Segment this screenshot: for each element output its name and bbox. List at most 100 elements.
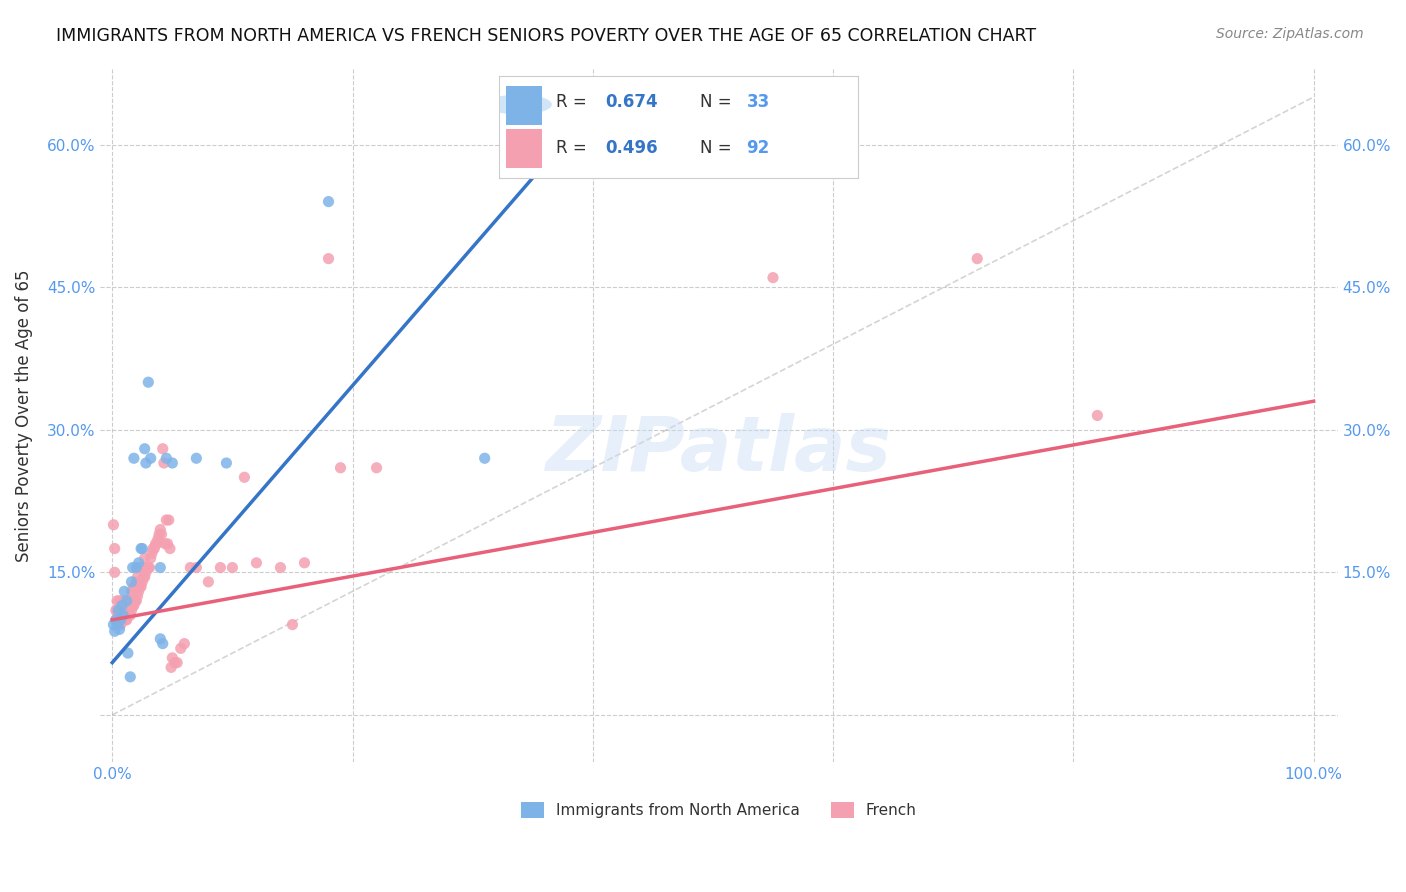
Point: [149, 523, 172, 537]
Point: [111, 613, 134, 627]
Point: [141, 546, 163, 560]
Point: [108, 617, 131, 632]
Text: ZIPatlas: ZIPatlas: [546, 413, 891, 487]
Point: [103, 617, 125, 632]
Point: [125, 594, 148, 608]
Point: [125, 560, 148, 574]
Point: [155, 513, 177, 527]
Point: [152, 637, 174, 651]
Point: [121, 584, 143, 599]
Point: [121, 574, 143, 589]
Point: [329, 460, 352, 475]
Point: [157, 513, 180, 527]
Point: [136, 560, 159, 574]
Point: [128, 584, 150, 599]
Point: [104, 613, 127, 627]
Point: [152, 442, 174, 456]
Point: [162, 456, 184, 470]
Point: [104, 566, 127, 580]
Point: [121, 584, 143, 599]
Point: [1085, 409, 1108, 423]
Text: Source: ZipAtlas.com: Source: ZipAtlas.com: [1216, 27, 1364, 41]
Point: [121, 599, 143, 613]
Point: [110, 613, 132, 627]
Point: [318, 252, 340, 266]
Point: [173, 637, 195, 651]
Point: [121, 603, 143, 617]
Point: [117, 594, 139, 608]
Point: [166, 656, 188, 670]
Point: [124, 594, 146, 608]
Point: [245, 556, 267, 570]
Point: [114, 599, 136, 613]
Point: [170, 641, 193, 656]
Point: [117, 608, 139, 623]
Text: R =: R =: [557, 138, 592, 157]
Point: [104, 624, 127, 639]
Point: [115, 613, 138, 627]
Point: [121, 560, 143, 574]
Point: [136, 375, 159, 389]
Point: [145, 537, 167, 551]
Point: [115, 594, 138, 608]
Point: [127, 570, 149, 584]
Point: [107, 603, 129, 617]
Point: [129, 560, 152, 574]
Point: [366, 460, 388, 475]
Point: [146, 532, 169, 546]
FancyBboxPatch shape: [506, 129, 543, 168]
Text: N =: N =: [700, 94, 737, 112]
Point: [122, 580, 145, 594]
Point: [160, 660, 183, 674]
Text: 92: 92: [747, 138, 769, 157]
Point: [111, 599, 134, 613]
Text: 0.674: 0.674: [605, 94, 658, 112]
Point: [108, 623, 131, 637]
Point: [112, 608, 135, 623]
Point: [117, 646, 139, 660]
Point: [107, 603, 129, 617]
Point: [294, 556, 316, 570]
FancyBboxPatch shape: [506, 87, 543, 125]
Text: R =: R =: [557, 94, 592, 112]
Point: [128, 580, 150, 594]
Point: [145, 537, 167, 551]
Point: [125, 574, 148, 589]
Point: [104, 603, 127, 617]
Text: IMMIGRANTS FROM NORTH AMERICA VS FRENCH SENIORS POVERTY OVER THE AGE OF 65 CORRE: IMMIGRANTS FROM NORTH AMERICA VS FRENCH …: [56, 27, 1036, 45]
Point: [115, 599, 138, 613]
Point: [108, 594, 131, 608]
Point: [105, 617, 128, 632]
Point: [153, 537, 176, 551]
Point: [153, 456, 176, 470]
Point: [281, 617, 304, 632]
Point: [134, 442, 156, 456]
Point: [104, 613, 127, 627]
Point: [156, 537, 179, 551]
Point: [120, 608, 142, 623]
Point: [318, 194, 340, 209]
Point: [112, 599, 135, 613]
Point: [107, 613, 129, 627]
Point: [124, 580, 146, 594]
Point: [131, 574, 153, 589]
Point: [112, 608, 135, 623]
Point: [474, 451, 496, 466]
Point: [233, 470, 256, 484]
Point: [179, 560, 201, 574]
Point: [120, 670, 142, 684]
Point: [163, 656, 186, 670]
Text: N =: N =: [700, 138, 737, 157]
Point: [762, 270, 785, 285]
Point: [104, 541, 127, 556]
Point: [186, 560, 208, 574]
Point: [134, 570, 156, 584]
Point: [149, 560, 172, 574]
Point: [128, 556, 150, 570]
Point: [162, 651, 184, 665]
Legend: Immigrants from North America, French: Immigrants from North America, French: [515, 796, 922, 824]
Point: [148, 527, 170, 541]
Point: [120, 594, 142, 608]
Point: [142, 541, 165, 556]
Point: [159, 541, 181, 556]
